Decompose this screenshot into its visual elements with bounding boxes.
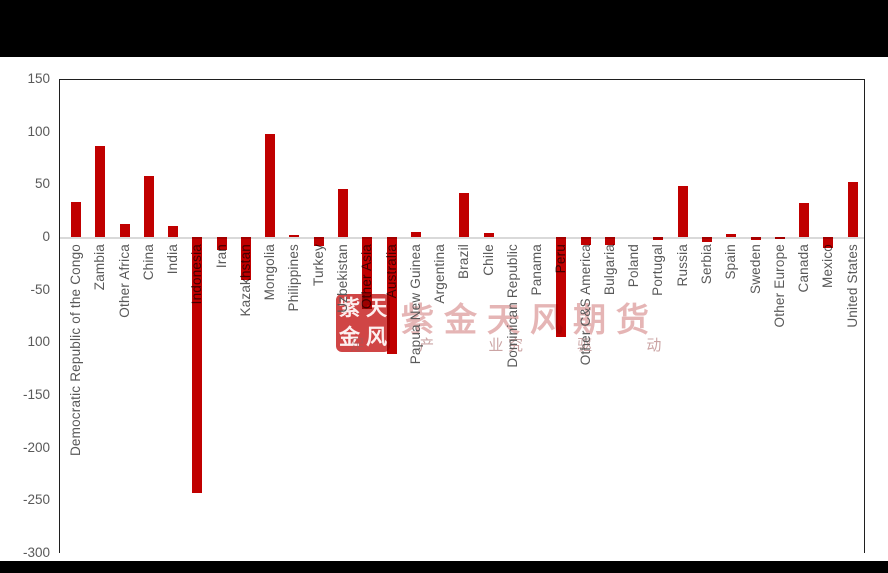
y-tick-label: 0 (42, 229, 50, 244)
bar (799, 203, 810, 237)
bar (459, 192, 470, 237)
y-tick-label: 150 (27, 71, 50, 86)
plot-area (59, 79, 865, 553)
x-label: Panama (529, 244, 545, 296)
x-label: Mexico (820, 244, 836, 288)
bar (143, 175, 154, 237)
watermark-seal-char: 紫 (339, 296, 360, 320)
x-label: Poland (626, 244, 642, 288)
bar (677, 186, 688, 237)
x-label: Iran (213, 244, 229, 269)
bar (265, 133, 276, 237)
bar (119, 224, 130, 237)
bar (337, 188, 348, 237)
watermark-seal-char: 风 (366, 325, 387, 349)
bar (653, 237, 664, 241)
x-label: Bulgaria (601, 244, 617, 296)
x-label: Turkey (310, 244, 326, 286)
bar (847, 182, 858, 237)
x-label: Other Africa (116, 244, 132, 318)
x-label: Papua New Guinea (407, 244, 423, 365)
x-label: Russia (674, 244, 690, 287)
top-black-bar (0, 0, 888, 57)
bar (71, 202, 81, 237)
x-label: Brazil (456, 244, 472, 279)
y-tick-label: -50 (30, 281, 50, 297)
bar (240, 237, 251, 281)
x-label: Spain (723, 244, 739, 280)
x-label: Other C&S America (577, 244, 593, 366)
x-label: China (140, 244, 156, 281)
watermark-main-text: 紫金天风期货 (401, 301, 659, 338)
bar (410, 231, 421, 237)
zero-gridline (60, 237, 864, 239)
bar (726, 233, 737, 237)
y-tick-label: -200 (22, 439, 50, 455)
x-label: Canada (796, 244, 812, 293)
bar (168, 226, 179, 237)
bar (386, 237, 397, 354)
bar (289, 234, 300, 237)
y-tick-label: -150 (22, 386, 50, 402)
x-label: Portugal (650, 244, 666, 296)
watermark-subtext-right: 究 驱 动 (508, 337, 687, 354)
bar (750, 237, 761, 241)
y-tick-label: 100 (27, 334, 50, 350)
bar (604, 237, 615, 246)
x-label: Dominican Republic (504, 244, 520, 368)
bottom-black-bar (0, 561, 888, 573)
y-tick-label: 100 (27, 123, 50, 139)
x-label: United States (844, 244, 860, 328)
y-tick-label: 50 (34, 176, 50, 192)
x-label: Mongolia (262, 244, 278, 301)
bar (823, 237, 834, 248)
y-tick-label: -300 (22, 544, 50, 560)
bar (313, 237, 324, 247)
y-tick-label: -250 (22, 492, 50, 508)
bar (774, 237, 785, 240)
bar (702, 237, 713, 243)
bar (580, 237, 591, 246)
x-label: Zambia (92, 244, 108, 291)
x-label: Argentina (432, 244, 448, 304)
x-label: Philippines (286, 244, 302, 312)
bar (556, 237, 567, 338)
x-label: Serbia (699, 244, 715, 285)
bar (216, 237, 227, 250)
bar (362, 237, 373, 309)
x-label: Sweden (747, 244, 763, 294)
watermark-seal-char: 金 (339, 325, 360, 349)
x-label: Other Europe (771, 244, 787, 328)
x-label: Democratic Republic of the Congo (68, 244, 83, 457)
bar (95, 146, 106, 237)
x-label: India (165, 244, 181, 275)
bar (192, 237, 203, 493)
bar (483, 232, 494, 237)
x-label: Uzbekistan (334, 244, 350, 313)
x-label: Chile (480, 244, 496, 276)
